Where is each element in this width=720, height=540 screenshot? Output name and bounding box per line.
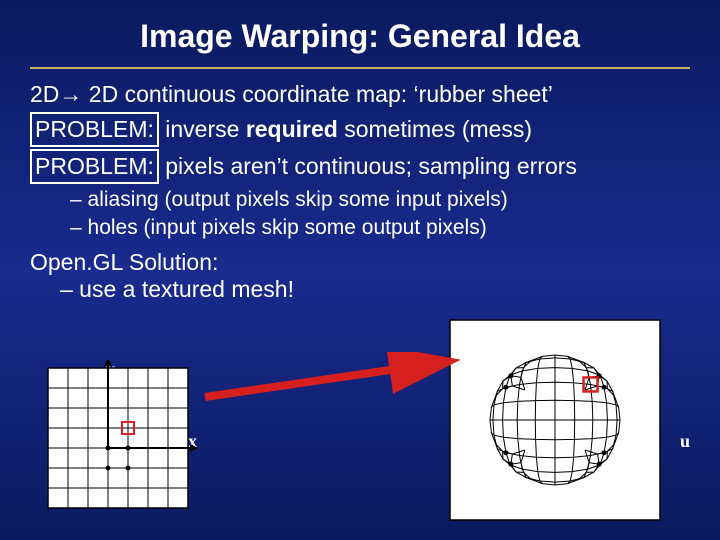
text: pixels aren’t continuous; sampling error…	[159, 153, 577, 179]
source-grid-figure	[40, 360, 200, 520]
arrow-glyph: →	[59, 81, 82, 107]
u-axis-label: u	[680, 431, 690, 452]
solution-line-1: Open.GL Solution:	[30, 249, 690, 276]
body-line-3: PROBLEM: pixels aren’t continuous; sampl…	[30, 149, 690, 184]
text: inverse	[159, 116, 246, 142]
text: 2D continuous coordinate map: ‘rubber sh…	[89, 81, 553, 107]
slide-title: Image Warping: General Idea	[40, 18, 680, 55]
title-divider	[30, 67, 690, 69]
body-line-1: 2D→ 2D continuous coordinate map: ‘rubbe…	[30, 79, 690, 110]
figures-region: y x v u	[0, 332, 720, 532]
text: sometimes (mess)	[338, 116, 532, 142]
mapping-arrow	[200, 352, 460, 412]
text: 2D	[30, 81, 59, 107]
body-line-2: PROBLEM: inverse required sometimes (mes…	[30, 112, 690, 147]
slide-body: 2D→ 2D continuous coordinate map: ‘rubbe…	[0, 79, 720, 303]
bullet-holes: – holes (input pixels skip some output p…	[70, 214, 690, 242]
text-bold: required	[246, 116, 338, 142]
problem-label: PROBLEM:	[30, 112, 159, 147]
bullet-aliasing: – aliasing (output pixels skip some inpu…	[70, 186, 690, 214]
warped-grid-figure	[444, 314, 664, 524]
solution-line-2: – use a textured mesh!	[60, 276, 690, 303]
problem-label: PROBLEM:	[30, 149, 159, 184]
